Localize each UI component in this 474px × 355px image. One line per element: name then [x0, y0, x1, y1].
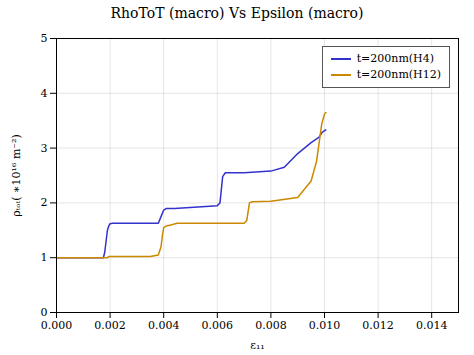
svg-text:0: 0	[41, 306, 48, 319]
svg-text:5: 5	[41, 32, 48, 45]
svg-text:4: 4	[41, 87, 48, 100]
svg-text:0.012: 0.012	[362, 319, 394, 332]
svg-text:ε₁₁: ε₁₁	[250, 339, 265, 352]
html-text:RhoToT (macro) Vs Epsilon (mac: RhoToT (macro) Vs Epsilon (macro)	[110, 5, 364, 21]
svg-text:0.004: 0.004	[148, 319, 180, 332]
svg-text:2: 2	[41, 196, 48, 209]
svg-text:0.002: 0.002	[94, 319, 126, 332]
svg-text:0.014: 0.014	[416, 319, 448, 332]
svg-text:0.010: 0.010	[309, 319, 341, 332]
svg-text:1: 1	[41, 251, 48, 264]
svg-text:0.000: 0.000	[41, 319, 73, 332]
svg-text:3: 3	[41, 142, 48, 155]
svg-text:0.006: 0.006	[202, 319, 234, 332]
svg-text:ρₜₒₜ( ∗10¹⁶ m⁻²): ρₜₒₜ( ∗10¹⁶ m⁻²)	[10, 134, 23, 217]
html-text:t=200nm(H4): t=200nm(H4)	[356, 52, 434, 65]
html-text:t=200nm(H12): t=200nm(H12)	[356, 68, 441, 81]
svg-text:0.008: 0.008	[255, 319, 287, 332]
